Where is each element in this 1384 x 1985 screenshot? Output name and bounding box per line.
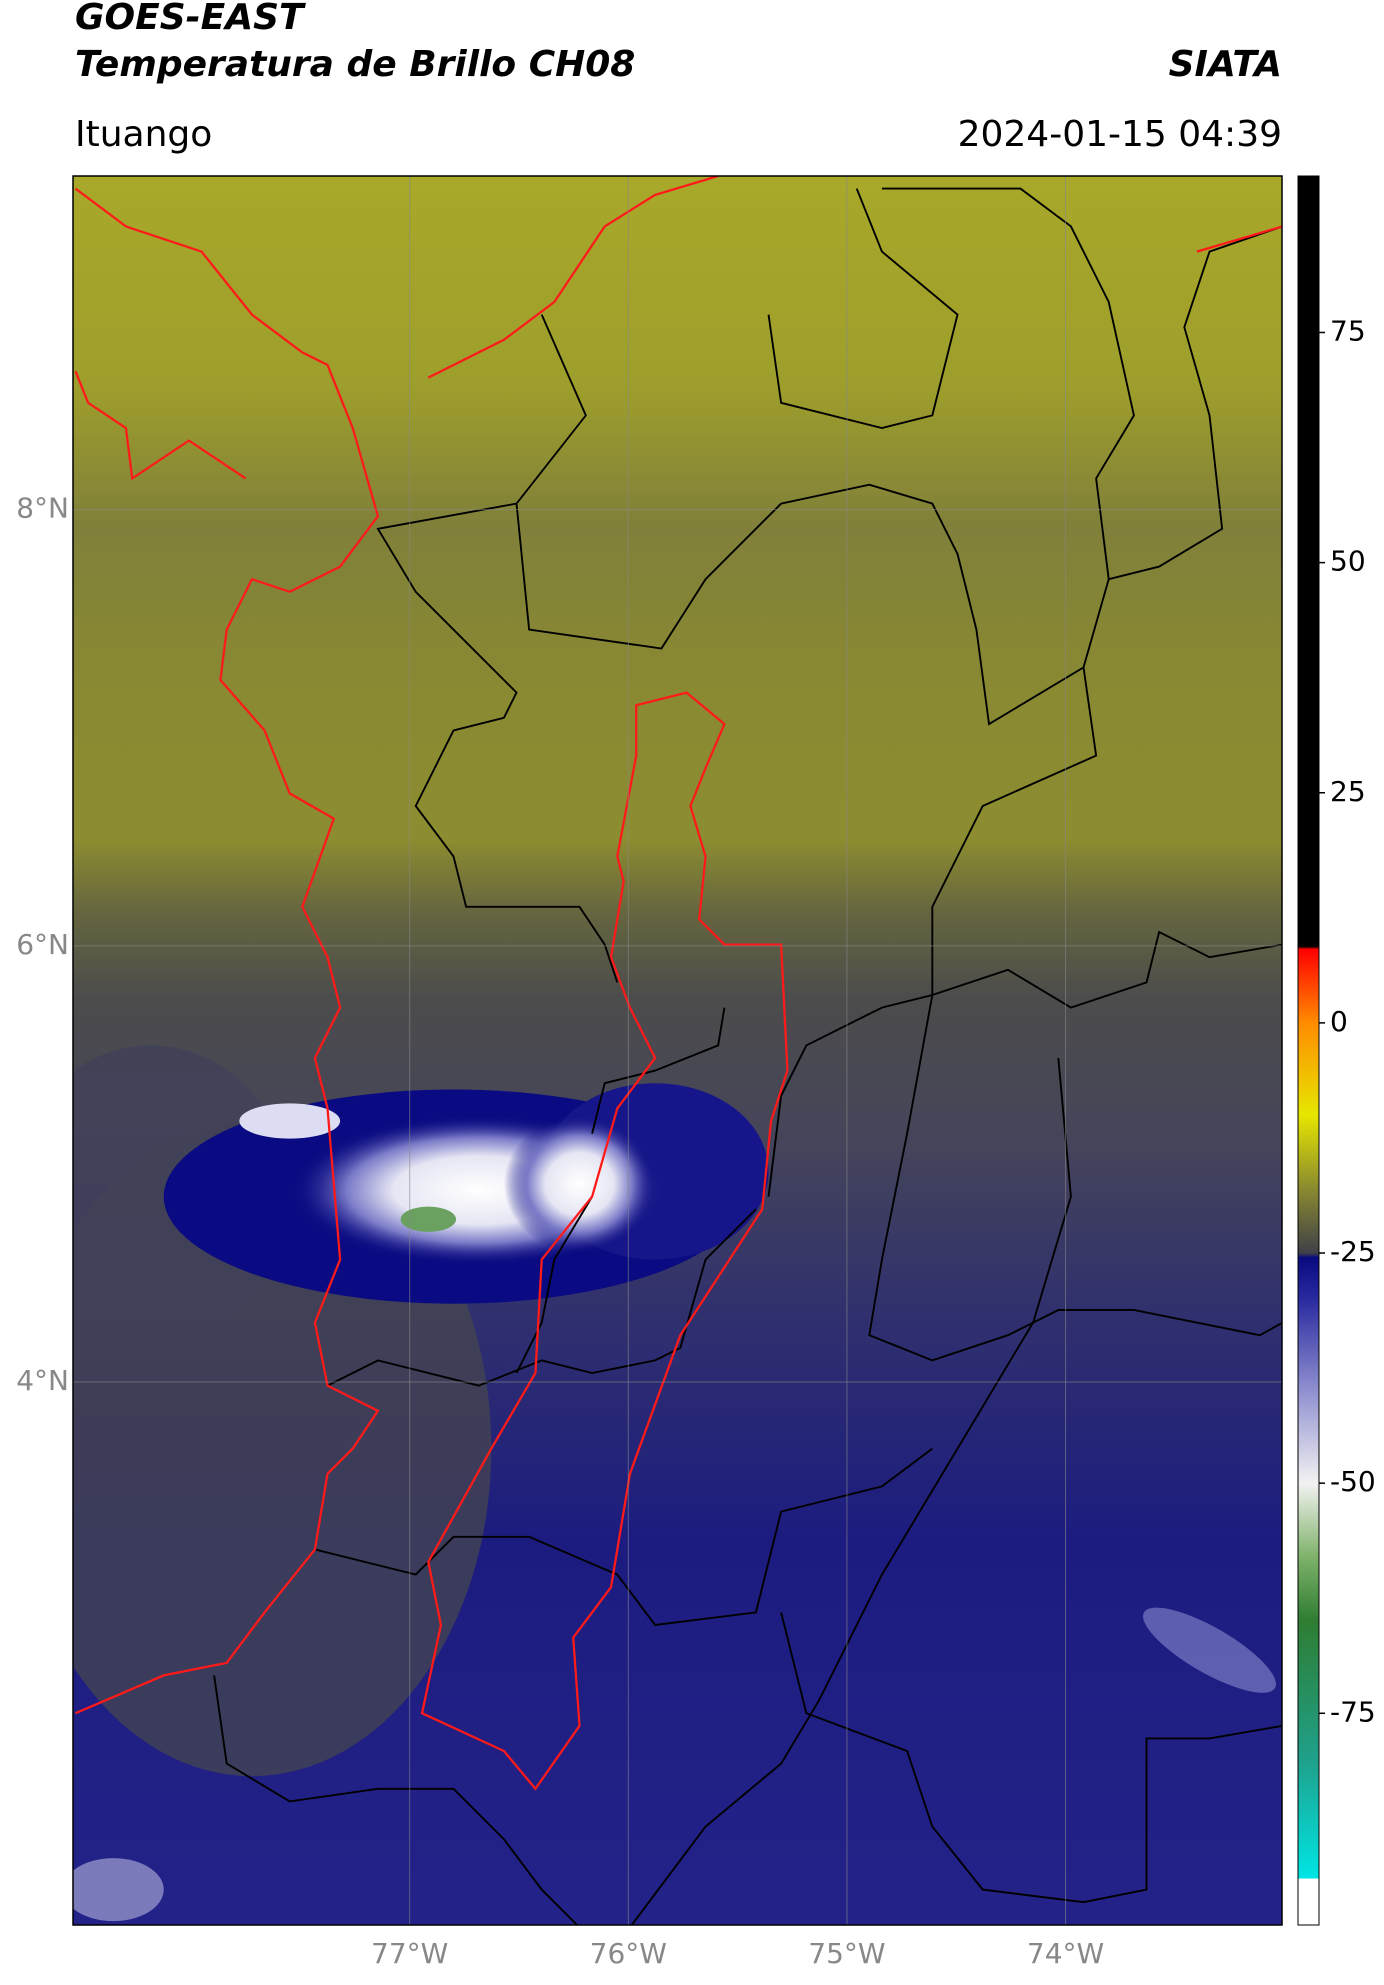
lon-tick-label: 77°W bbox=[371, 1937, 448, 1970]
border bbox=[314, 1447, 933, 1627]
border bbox=[630, 1057, 1072, 1925]
cold-spot bbox=[400, 1206, 457, 1232]
source: SIATA bbox=[1169, 44, 1282, 85]
colorbar-tick-label: -25 bbox=[1330, 1235, 1376, 1268]
colorbar-tick-label: 75 bbox=[1330, 314, 1366, 347]
colorbar-tick-label: -50 bbox=[1330, 1465, 1376, 1498]
colorbar-tick-label: -75 bbox=[1330, 1695, 1376, 1728]
coastline bbox=[427, 176, 719, 379]
storm-core bbox=[503, 1114, 656, 1254]
ituango-basin bbox=[420, 691, 789, 1791]
border bbox=[868, 994, 1282, 1362]
border bbox=[213, 1675, 579, 1925]
graticule bbox=[73, 176, 1282, 1925]
map-frame bbox=[72, 175, 1283, 1926]
cloud-streak bbox=[1143, 1607, 1276, 1693]
storm-core bbox=[239, 1103, 341, 1139]
border bbox=[591, 1007, 726, 1134]
lat-tick-label: 4°N bbox=[16, 1364, 69, 1397]
title: Temperatura de Brillo CH08 bbox=[75, 44, 635, 85]
lon-tick-label: 75°W bbox=[808, 1937, 885, 1970]
lat-tick-label: 8°N bbox=[16, 492, 69, 525]
lon-tick-label: 74°W bbox=[1027, 1937, 1104, 1970]
border bbox=[780, 1612, 1282, 1904]
colorbar bbox=[1297, 175, 1320, 1926]
lat-tick-label: 6°N bbox=[16, 928, 69, 961]
border bbox=[376, 502, 619, 983]
border bbox=[515, 1196, 593, 1374]
coastline bbox=[74, 187, 380, 1715]
border bbox=[932, 930, 1282, 1009]
border bbox=[327, 1208, 757, 1387]
region: Ituango bbox=[75, 114, 212, 155]
map bbox=[73, 176, 1282, 1925]
ticks: 77°W 76°W 75°W 74°W 8°N 6°N 4°N 75 50 25 0 -25 -50 -7… bbox=[16, 314, 1376, 1970]
datetime: 2024-01-15 04:39 bbox=[958, 114, 1282, 155]
title: GOES-EAST bbox=[75, 0, 306, 38]
red-outlines bbox=[74, 176, 1282, 1791]
colorbar-tick-label: 50 bbox=[1330, 545, 1366, 578]
coastline bbox=[74, 370, 247, 481]
map-features bbox=[73, 176, 1282, 1925]
colorbar-tick-label: 0 bbox=[1330, 1005, 1348, 1038]
border bbox=[1108, 225, 1282, 581]
colorbar-tick-label: 25 bbox=[1330, 775, 1366, 808]
border bbox=[767, 188, 959, 429]
cloud-streak bbox=[73, 1858, 164, 1922]
border bbox=[515, 187, 1135, 726]
lon-tick-label: 76°W bbox=[590, 1937, 667, 1970]
borders bbox=[213, 187, 1282, 1925]
coastline bbox=[1196, 225, 1282, 253]
